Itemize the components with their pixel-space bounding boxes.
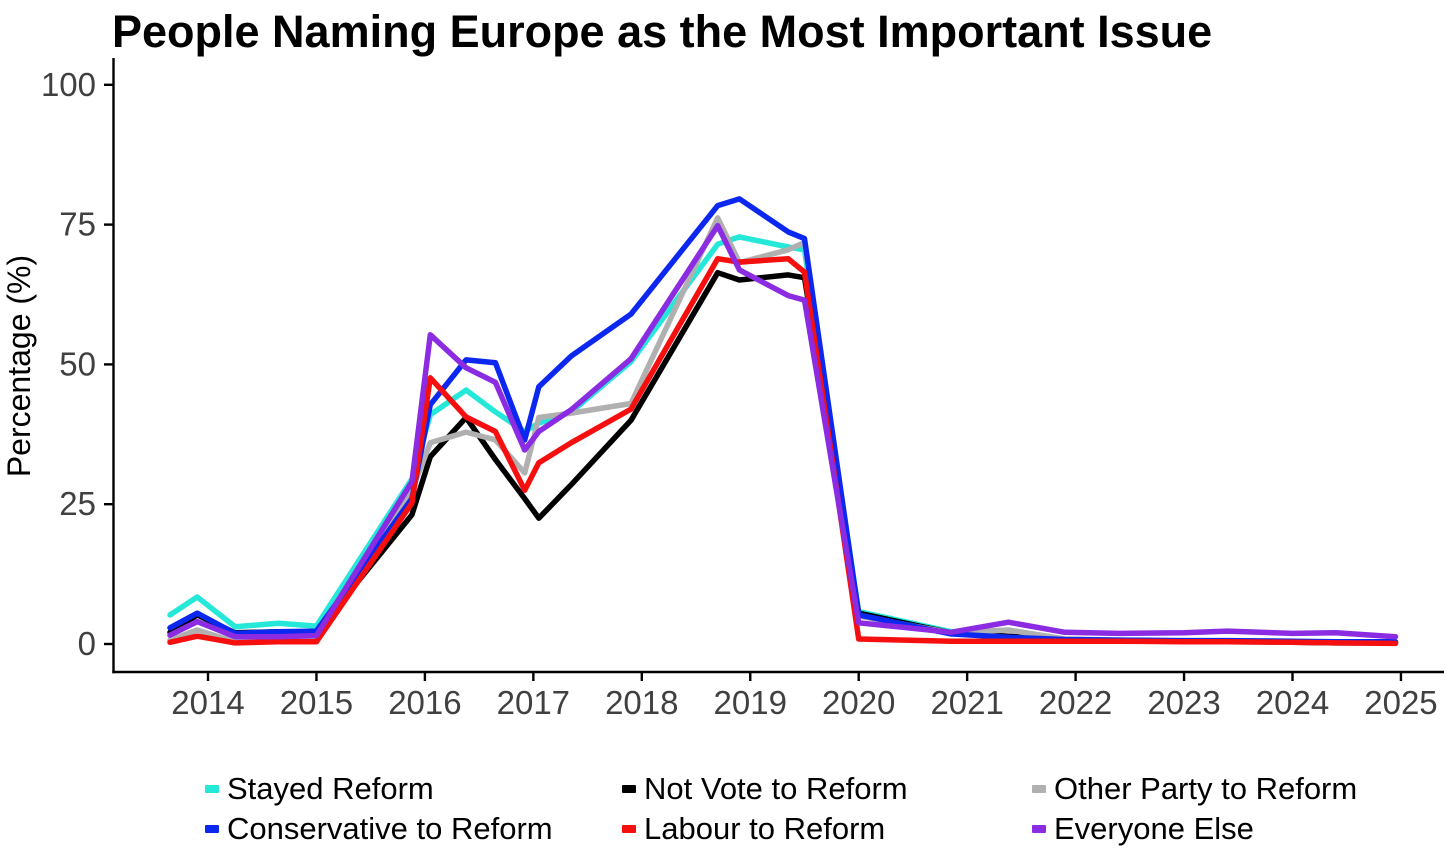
legend-key-swatch bbox=[205, 825, 219, 833]
legend-key-swatch bbox=[622, 825, 636, 833]
chart-series bbox=[167, 196, 1399, 647]
x-tick-label: 2015 bbox=[280, 684, 353, 721]
legend-label: Conservative to Reform bbox=[227, 811, 553, 846]
legend-label: Stayed Reform bbox=[227, 771, 434, 806]
y-tick-label: 100 bbox=[41, 66, 96, 103]
x-tick-label: 2019 bbox=[714, 684, 787, 721]
x-tick-label: 2023 bbox=[1147, 684, 1220, 721]
legend-label: Other Party to Reform bbox=[1054, 771, 1358, 806]
legend-key-swatch bbox=[622, 785, 636, 793]
chart-legend: Stayed Reform Not Vote to Reform Other Par… bbox=[0, 758, 1456, 857]
x-axis-ticks: 2014 2015 2016 2017 2018 2019 2020 2021 2022 2023… bbox=[171, 672, 1438, 721]
legend-key-swatch bbox=[205, 785, 219, 793]
y-axis-label: Percentage (%) bbox=[1, 255, 37, 477]
line-labour-to-reform bbox=[167, 255, 1399, 647]
chart-title: People Naming Europe as the Most Importa… bbox=[112, 6, 1212, 57]
x-tick-label: 2021 bbox=[930, 684, 1003, 721]
legend-item-not-vote-to-reform: Not Vote to Reform bbox=[622, 771, 908, 807]
x-tick-label: 2020 bbox=[822, 684, 895, 721]
legend-item-stayed-reform: Stayed Reform bbox=[205, 771, 434, 807]
y-axis-ticks: 0 25 50 75 100 bbox=[41, 66, 114, 662]
legend-item-labour-to-reform: Labour to Reform bbox=[622, 811, 885, 847]
x-tick-label: 2024 bbox=[1256, 684, 1329, 721]
legend-item-other-party-to-reform: Other Party to Reform bbox=[1032, 771, 1357, 807]
line-everyone-else bbox=[167, 222, 1399, 640]
x-tick-label: 2025 bbox=[1364, 684, 1437, 721]
legend-item-conservative-to-reform: Conservative to Reform bbox=[205, 811, 553, 847]
legend-key-swatch bbox=[1032, 825, 1046, 833]
y-tick-label: 25 bbox=[59, 485, 96, 522]
x-tick-label: 2018 bbox=[605, 684, 678, 721]
y-tick-label: 50 bbox=[59, 345, 96, 382]
y-tick-label: 0 bbox=[78, 625, 96, 662]
x-tick-label: 2014 bbox=[171, 684, 244, 721]
legend-label: Labour to Reform bbox=[644, 811, 886, 846]
x-tick-label: 2016 bbox=[388, 684, 461, 721]
legend-item-everyone-else: Everyone Else bbox=[1032, 811, 1254, 847]
x-tick-label: 2017 bbox=[497, 684, 570, 721]
line-chart: People Naming Europe as the Most Importa… bbox=[1, 6, 1444, 721]
x-tick-label: 2022 bbox=[1039, 684, 1112, 721]
y-tick-label: 75 bbox=[59, 206, 96, 243]
legend-label: Not Vote to Reform bbox=[644, 771, 908, 806]
legend-key-swatch bbox=[1032, 785, 1046, 793]
legend-label: Everyone Else bbox=[1054, 811, 1254, 846]
